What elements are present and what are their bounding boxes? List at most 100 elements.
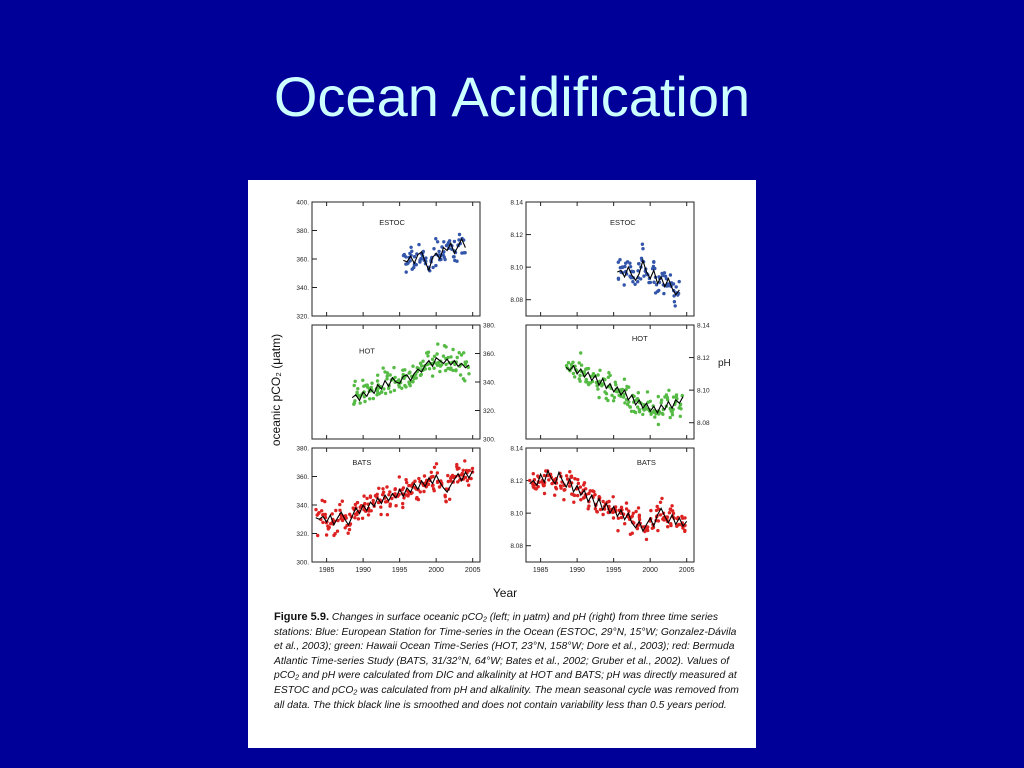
estoc-pco2-trend-line — [403, 237, 466, 273]
bats-ph-point — [649, 508, 653, 513]
bats-pco2-point — [317, 511, 321, 515]
hot-pco2-point — [392, 388, 397, 393]
estoc-pco2-point — [462, 251, 466, 255]
bats-pco2-point — [330, 512, 334, 516]
bats-pco2-xtick-label: 1985 — [319, 567, 335, 574]
bats-pco2-point — [353, 516, 357, 520]
estoc-pco2-point — [457, 232, 462, 237]
estoc-ph-ytick-label: 8.14 — [510, 200, 523, 207]
hot-pco2-point — [411, 380, 415, 384]
hot-ph-point — [622, 395, 626, 399]
bats-ph-xtick-label: 1995 — [606, 567, 622, 574]
bats-pco2-point — [393, 487, 397, 491]
bats-ph-ytick-label: 8.14 — [510, 446, 523, 453]
hot-ph-point — [629, 409, 634, 413]
bats-pco2-point — [346, 531, 350, 535]
bats-pco2-point — [401, 501, 405, 506]
hot-pco2-ytick-label: 320. — [483, 408, 496, 415]
estoc-ph-point — [674, 285, 678, 289]
hot-pco2-point — [362, 384, 366, 388]
slide-title: Ocean Acidification — [273, 65, 751, 128]
bats-ph-station-label: BATS — [637, 458, 656, 467]
bats-ph-point — [572, 493, 577, 498]
bats-ph-point — [656, 519, 661, 523]
estoc-pco2-point — [410, 267, 414, 271]
hot-ph-point — [678, 414, 682, 418]
figure-caption: Figure 5.9. Changes in surface oceanic p… — [274, 610, 744, 713]
bats-ph-point — [611, 495, 615, 499]
hot-ph-point — [627, 400, 631, 404]
bats-ph-point — [587, 504, 591, 508]
bats-ph-point — [623, 522, 627, 526]
bats-pco2-trend-line — [315, 470, 474, 527]
hot-ph-point — [668, 415, 672, 420]
bats-pco2-ytick-label: 380. — [296, 446, 309, 453]
bats-pco2-point — [379, 512, 383, 517]
hot-ph-point — [653, 415, 657, 419]
hot-pco2-point — [407, 380, 411, 384]
estoc-pco2-panel: 320. 340. 360. 380. 400. ESTOC — [296, 200, 481, 321]
hot-pco2-point — [463, 379, 467, 383]
bats-pco2-point — [385, 485, 389, 489]
estoc-ph-point — [636, 280, 640, 284]
hot-ph-point — [661, 412, 665, 416]
hot-pco2-point — [387, 386, 391, 391]
bats-ph-point — [636, 506, 641, 510]
bats-ph-point — [544, 469, 548, 473]
bats-pco2-point — [422, 474, 427, 478]
hot-pco2-point — [411, 364, 415, 368]
bats-ph-point — [593, 493, 597, 497]
bats-pco2-point — [401, 486, 406, 490]
bats-pco2-point — [321, 520, 325, 525]
hot-ph-point — [598, 368, 602, 372]
hot-pco2-point — [463, 362, 468, 367]
bats-ph-xtick-label: 1990 — [569, 567, 585, 574]
bats-pco2-point — [371, 498, 375, 503]
hot-ph-point — [619, 394, 623, 398]
estoc-ph-point — [622, 283, 626, 287]
bats-pco2-point — [460, 471, 464, 476]
hot-pco2-point — [430, 374, 435, 378]
bats-pco2-ytick-label: 340. — [296, 503, 309, 510]
hot-ph-panel: 8.08 8.10 8.12 8.14 HOT pH — [525, 323, 731, 440]
bats-ph-point — [592, 489, 596, 494]
bats-pco2-point — [467, 483, 471, 487]
hot-pco2-point — [388, 373, 392, 377]
bats-ph-point — [631, 511, 635, 515]
bats-pco2-panel: 300. 320. 340. 360. 380. 1985 1990 1995 2000 2005… — [296, 446, 480, 575]
estoc-ph-ytick-label: 8.10 — [510, 265, 523, 272]
estoc-ph-station-label: ESTOC — [610, 218, 636, 227]
hot-pco2-point — [419, 372, 423, 377]
hot-pco2-point — [458, 373, 463, 377]
hot-ph-point — [603, 377, 607, 382]
bats-pco2-point — [405, 480, 409, 485]
figure-panel: 320. 340. 360. 380. 400. ESTOC 300. 320. 340. 360… — [248, 180, 756, 748]
bats-pco2-point — [365, 496, 369, 501]
left-y-axis-label: oceanic pCO₂ (μatm) — [269, 334, 283, 446]
bats-ph-point — [619, 515, 624, 520]
hot-pco2-point — [400, 386, 404, 390]
bats-ph-point — [601, 499, 605, 504]
bats-pco2-point — [461, 468, 465, 472]
bats-ph-point — [542, 473, 547, 478]
bats-pco2-point — [360, 516, 365, 520]
bats-pco2-point — [343, 526, 347, 530]
estoc-pco2-point — [412, 255, 417, 259]
estoc-ph-point — [648, 280, 653, 285]
bats-ph-point — [595, 509, 599, 514]
bats-pco2-point — [407, 483, 411, 488]
bats-ph-point — [554, 485, 558, 490]
estoc-ph-point — [636, 269, 640, 273]
bats-ph-point — [531, 472, 535, 476]
bats-pco2-point — [369, 509, 373, 513]
hot-ph-point — [636, 405, 640, 409]
hot-pco2-point — [425, 351, 429, 355]
hot-pco2-point — [442, 344, 447, 348]
hot-pco2-point — [449, 366, 453, 370]
bats-pco2-point — [366, 513, 371, 517]
bats-pco2-ytick-label: 360. — [296, 474, 309, 481]
bats-pco2-point — [418, 490, 422, 494]
bats-pco2-point — [362, 508, 366, 512]
hot-ph-point — [663, 395, 667, 399]
hot-pco2-point — [380, 390, 384, 394]
